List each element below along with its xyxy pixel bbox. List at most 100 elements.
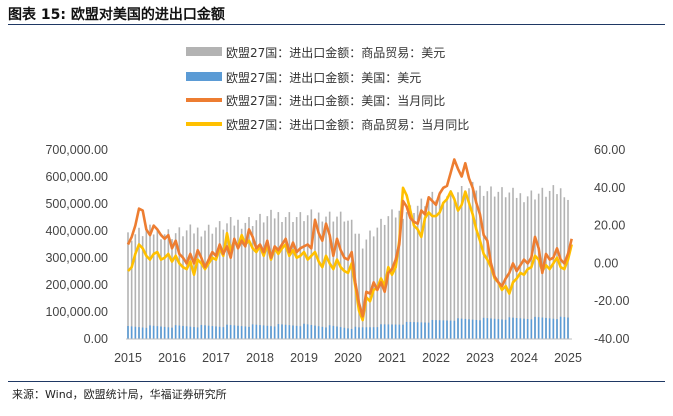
bar-total: [409, 205, 412, 339]
bar-us: [420, 322, 423, 339]
bar-total: [493, 196, 496, 339]
y-left-tick-label: 500,000.00: [45, 197, 108, 211]
footer-rule: [8, 381, 665, 382]
trade-chart: 0.00 100,000.00 200,000.00 300,000.00 400,00…: [45, 45, 629, 365]
bar-total: [486, 191, 489, 339]
bar-total: [204, 230, 206, 339]
bar-us: [431, 319, 434, 339]
bar-us: [541, 317, 544, 339]
bar-us: [479, 320, 481, 339]
bar-us: [369, 327, 371, 339]
bar-us: [130, 326, 133, 339]
bar-total: [196, 227, 199, 339]
bar-us: [163, 326, 166, 339]
bar-total: [416, 205, 419, 339]
line-series: [126, 158, 573, 318]
bar-us: [321, 326, 324, 339]
bar-total: [328, 211, 331, 339]
bar-total: [314, 218, 316, 339]
bar-total: [449, 190, 452, 339]
bar-us: [167, 327, 170, 339]
bar-us: [427, 322, 430, 339]
legend-swatch: [186, 72, 222, 81]
bar-total: [163, 234, 166, 339]
bar-us: [127, 326, 129, 339]
x-tick-label: 2019: [290, 351, 318, 365]
bar-us: [244, 326, 247, 339]
bar-total: [284, 217, 287, 339]
bar-total: [237, 219, 239, 339]
legend: 欧盟27国：进出口金额：商品贸易：美元欧盟27国：进出口金额：美国：美元欧盟27…: [186, 45, 469, 132]
y-right-tick-label: 60.00: [594, 143, 625, 157]
bar-us: [145, 327, 148, 339]
bar-us: [259, 325, 261, 339]
bar-total: [160, 239, 162, 339]
bar-total: [281, 222, 283, 339]
bar-total: [376, 227, 379, 339]
bar-us: [457, 318, 459, 339]
bar-us: [343, 327, 346, 339]
bar-us: [317, 326, 320, 339]
bar-us: [391, 324, 393, 339]
bar-total: [424, 206, 426, 339]
bar-us: [497, 319, 500, 339]
bar-total: [229, 217, 232, 339]
bar-us: [526, 319, 529, 339]
bar-us: [523, 318, 525, 339]
bar-us: [490, 318, 492, 339]
bar-us: [361, 327, 364, 339]
bar-total: [497, 191, 500, 339]
bar-us: [237, 325, 239, 339]
bar-total: [255, 220, 258, 339]
legend-swatch: [186, 47, 222, 56]
bar-us: [270, 326, 272, 339]
x-tick-label: 2023: [466, 351, 494, 365]
bar-total: [471, 181, 474, 339]
bar-total: [321, 221, 324, 339]
bar-us: [138, 327, 140, 339]
bar-us: [512, 317, 514, 339]
bar-total: [244, 222, 247, 339]
x-tick-label: 2018: [246, 351, 274, 365]
bar-us: [295, 325, 298, 339]
bar-us: [354, 326, 357, 339]
bar-total: [398, 210, 401, 339]
bar-total: [262, 222, 265, 339]
bar-total: [504, 197, 507, 339]
bar-us: [222, 327, 225, 339]
bar-total: [545, 196, 547, 339]
y-left-tick-label: 700,000.00: [45, 143, 108, 157]
bar-total: [541, 187, 544, 339]
bar-total: [446, 196, 448, 339]
bar-us: [336, 326, 338, 339]
bar-us: [365, 327, 368, 339]
bar-us: [284, 324, 287, 339]
y-right-tick-label: -40.00: [594, 332, 629, 346]
bar-us: [262, 325, 265, 339]
bar-total: [369, 230, 371, 339]
x-tick-label: 2020: [334, 351, 362, 365]
bar-us: [402, 324, 404, 339]
bar-total: [288, 212, 291, 339]
bar-us: [464, 318, 467, 339]
bar-total: [479, 185, 481, 339]
bar-us: [383, 324, 386, 339]
bar-us: [332, 325, 335, 339]
bar-total: [394, 217, 397, 339]
bar-total: [189, 224, 192, 339]
bar-total: [200, 236, 203, 339]
bar-us: [409, 321, 412, 339]
bar-total: [167, 229, 170, 339]
x-tick-label: 2022: [422, 351, 450, 365]
bar-total: [240, 228, 243, 339]
bar-total: [457, 192, 459, 339]
bar-us: [398, 324, 401, 339]
bar-us: [350, 328, 353, 339]
bar-total: [556, 194, 558, 339]
bar-us: [281, 324, 283, 339]
bar-total: [358, 233, 360, 339]
bar-us: [424, 322, 426, 339]
bar-total: [207, 224, 210, 339]
bar-us: [204, 325, 206, 339]
bar-total: [413, 213, 415, 339]
